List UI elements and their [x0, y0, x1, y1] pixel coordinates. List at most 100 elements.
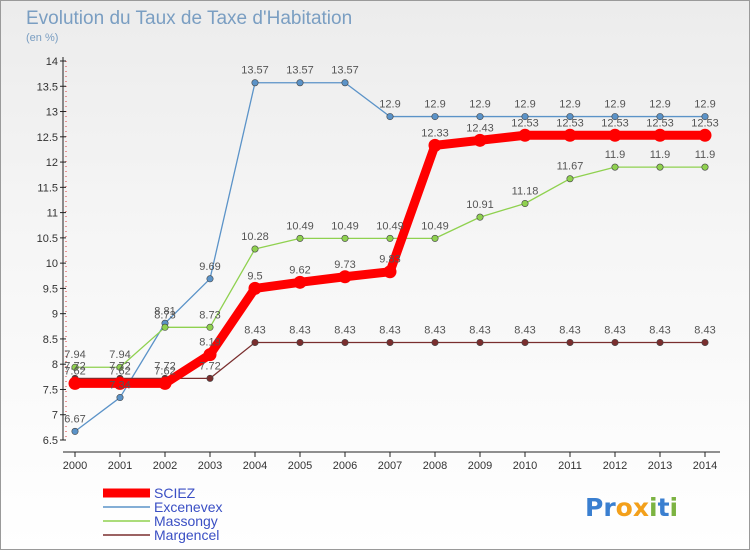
data-point-excenevex — [521, 113, 529, 121]
data-label-massongy: 7.94 — [109, 349, 130, 361]
data-point-sciez — [518, 128, 532, 142]
data-label-margencel: 8.43 — [379, 324, 400, 336]
data-label-sciez: 12.53 — [691, 117, 719, 129]
data-point-sciez — [608, 128, 622, 142]
data-label-margencel: 8.43 — [469, 324, 490, 336]
data-point-massongy — [521, 200, 529, 208]
data-point-massongy — [611, 163, 619, 171]
data-label-massongy: 8.73 — [154, 309, 175, 321]
y-tick-label: 7.5 — [43, 384, 58, 396]
data-label-massongy: 10.91 — [466, 199, 494, 211]
data-label-excenevex: 12.9 — [559, 99, 580, 111]
data-point-massongy — [251, 245, 259, 253]
data-label-massongy: 11.67 — [557, 161, 584, 173]
data-point-sciez — [698, 128, 712, 142]
data-point-excenevex — [71, 427, 79, 435]
x-tick-label: 2003 — [198, 460, 222, 472]
data-label-sciez: 7.62 — [154, 365, 175, 377]
data-point-excenevex — [296, 79, 304, 87]
data-label-excenevex: 12.9 — [649, 99, 670, 111]
data-label-excenevex: 6.67 — [64, 413, 85, 425]
data-label-massongy: 10.49 — [331, 220, 359, 232]
data-labels: 6.67 7.34 8.81 9.69 13.57 13.57 13.57 12.9 12.9 1… — [64, 65, 718, 426]
data-point-sciez — [203, 348, 217, 362]
data-point-margencel — [341, 338, 349, 346]
data-point-sciez — [653, 128, 667, 142]
x-tick-label: 2013 — [648, 460, 672, 472]
x-tick-label: 2004 — [243, 460, 267, 472]
y-tick-label: 9.5 — [43, 283, 58, 295]
data-point-massongy — [656, 163, 664, 171]
data-point-massongy — [71, 363, 79, 371]
data-label-sciez: 8.19 — [199, 337, 220, 349]
x-tick-label: 2009 — [468, 460, 492, 472]
proxiti-logo: Proxiti — [585, 493, 678, 522]
data-point-massongy — [161, 323, 169, 331]
x-tick-label: 2011 — [558, 460, 582, 472]
data-label-massongy: 11.9 — [605, 149, 626, 161]
data-label-massongy: 7.94 — [64, 349, 85, 361]
data-label-margencel: 8.43 — [289, 324, 310, 336]
y-tick-label: 10 — [46, 258, 58, 270]
data-point-massongy — [116, 363, 124, 371]
axes: 6.5 7 7.5 8 8.5 9 9.5 10 10.5 11 11.5 12 12.5 13 13.5 1… — [37, 56, 720, 472]
data-point-margencel — [566, 338, 574, 346]
data-label-margencel: 7.72 — [199, 360, 220, 372]
logo-letter: t — [658, 493, 670, 522]
x-tick-label: 2012 — [603, 460, 627, 472]
data-point-sciez — [473, 133, 487, 147]
data-label-margencel: 8.43 — [649, 324, 670, 336]
x-tick-label: 2014 — [693, 460, 717, 472]
data-label-margencel: 8.43 — [559, 324, 580, 336]
data-point-massongy — [341, 234, 349, 242]
legend-label-massongy: Massongy — [154, 513, 218, 529]
data-label-margencel: 8.43 — [514, 324, 535, 336]
logo-letter: i — [649, 493, 658, 522]
data-label-massongy: 11.18 — [512, 186, 539, 198]
data-label-excenevex: 13.57 — [286, 65, 314, 77]
logo-letter: x — [633, 493, 649, 522]
data-label-sciez: 9.83 — [379, 254, 400, 266]
data-label-excenevex: 9.69 — [199, 261, 220, 273]
series-lines — [68, 79, 712, 435]
data-point-excenevex — [341, 79, 349, 87]
data-label-excenevex: 13.57 — [241, 65, 269, 77]
data-label-sciez: 12.53 — [511, 117, 539, 129]
data-point-sciez — [113, 376, 127, 390]
data-point-margencel — [206, 374, 214, 382]
y-tick-label: 7 — [52, 410, 58, 422]
y-tick-label: 14 — [46, 56, 58, 68]
data-point-sciez — [248, 281, 262, 295]
y-tick-label: 11.5 — [37, 182, 58, 194]
data-label-massongy: 11.9 — [695, 149, 716, 161]
data-label-massongy: 11.9 — [650, 149, 671, 161]
data-point-sciez — [158, 376, 172, 390]
data-point-margencel — [296, 338, 304, 346]
data-point-massongy — [476, 213, 484, 221]
data-label-excenevex: 12.9 — [694, 99, 715, 111]
chart-title: Evolution du Taux de Taxe d'Habitation — [26, 8, 352, 29]
y-tick-label: 8.5 — [43, 334, 58, 346]
data-label-margencel: 7.72 — [154, 360, 175, 372]
y-tick-label: 9 — [52, 309, 58, 321]
y-tick-label: 10.5 — [37, 233, 58, 245]
x-tick-label: 2005 — [288, 460, 312, 472]
data-label-margencel: 7.72 — [64, 360, 85, 372]
x-tick-label: 2008 — [423, 460, 447, 472]
data-label-sciez: 12.53 — [646, 117, 674, 129]
x-tick-label: 2010 — [513, 460, 537, 472]
data-point-margencel — [431, 338, 439, 346]
x-tick-label: 2007 — [378, 460, 402, 472]
data-point-margencel — [476, 338, 484, 346]
data-point-excenevex — [251, 79, 259, 87]
data-point-margencel — [251, 338, 259, 346]
data-point-massongy — [701, 163, 709, 171]
data-label-excenevex: 8.81 — [154, 305, 175, 317]
data-point-sciez — [383, 265, 397, 279]
data-point-margencel — [611, 338, 619, 346]
data-label-sciez: 9.73 — [334, 259, 355, 271]
data-point-excenevex — [431, 113, 439, 121]
data-label-sciez: 12.53 — [601, 117, 629, 129]
